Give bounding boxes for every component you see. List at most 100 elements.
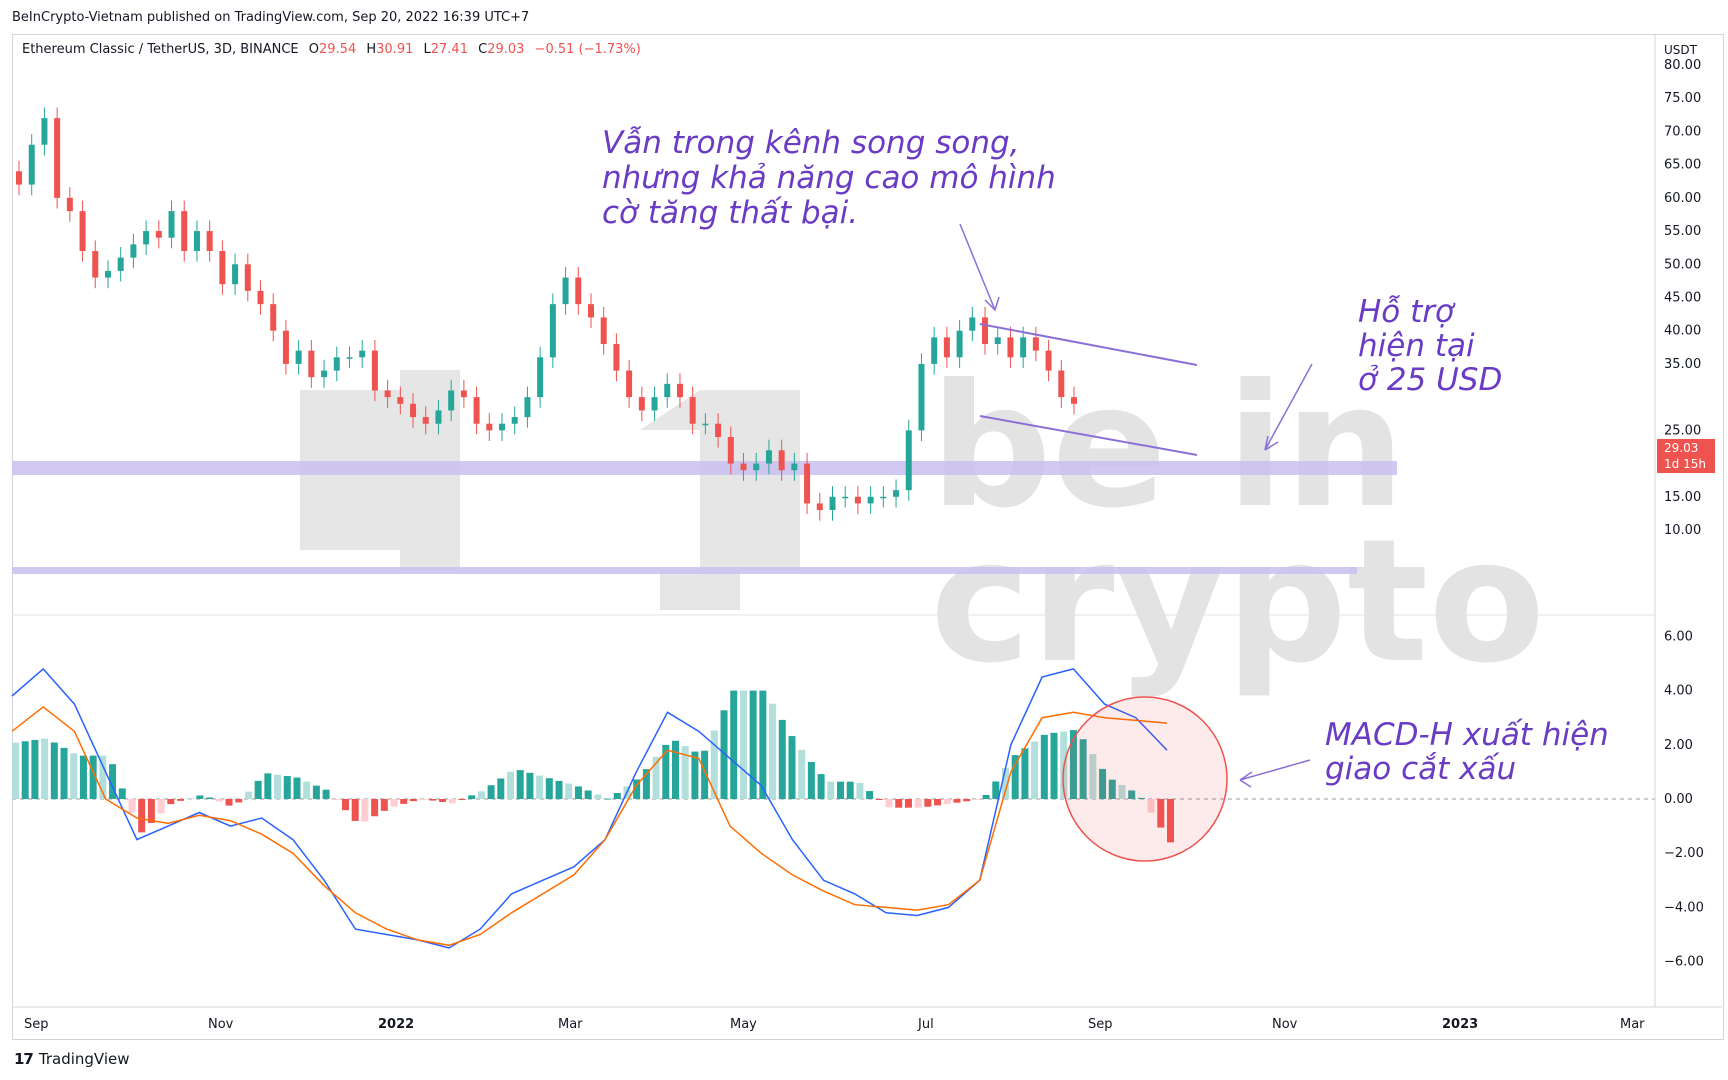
candle-body [702, 423, 709, 426]
histogram-bar [468, 795, 476, 799]
histogram-bar [448, 799, 456, 804]
candle-body [1045, 350, 1052, 371]
histogram-bar [128, 799, 136, 813]
macd-tick: −2.00 [1664, 846, 1704, 861]
candle-body [600, 317, 607, 344]
histogram-bar [943, 799, 951, 804]
histogram-bar [739, 690, 747, 799]
high-value: 30.91 [376, 42, 414, 57]
chart-frame [12, 34, 1724, 1040]
histogram-bar [555, 780, 563, 799]
candle-body [54, 118, 61, 198]
candle-body [816, 503, 823, 511]
histogram-bar [41, 738, 49, 799]
price-tick: 55.00 [1664, 224, 1701, 239]
histogram-bar [60, 747, 68, 799]
candle-body [16, 171, 22, 185]
histogram-bar [147, 799, 155, 823]
annotation-macd: MACD-H xuất hiện giao cắt xấu [1325, 717, 1609, 787]
histogram-bar [254, 780, 262, 799]
histogram-bar [516, 770, 524, 799]
histogram-bar [875, 799, 883, 800]
histogram-bar [235, 799, 243, 803]
candle-body [969, 317, 976, 331]
candle-body [371, 350, 378, 391]
candle-body [448, 390, 455, 411]
histogram-bar [118, 788, 126, 799]
histogram-bar [70, 753, 78, 799]
histogram-bar [1118, 785, 1126, 799]
annotation-macd-line2: giao cắt xấu [1325, 751, 1516, 787]
candle-body [994, 337, 1001, 344]
histogram-bar [487, 785, 495, 799]
annotation-arrows [959, 223, 1313, 788]
low-value: 27.41 [430, 42, 468, 57]
histogram-bar [633, 779, 641, 799]
candle-body [676, 383, 683, 398]
histogram-bar [1040, 734, 1048, 799]
histogram-bar [710, 730, 718, 799]
time-label: Jul [917, 1017, 934, 1032]
time-label: 2023 [1442, 1017, 1478, 1032]
candle-body [1020, 337, 1027, 358]
price-axis-unit: USDT [1664, 43, 1698, 57]
histogram-bar [691, 751, 699, 799]
histogram-bar [701, 750, 709, 799]
candle-body [346, 357, 353, 359]
open-value: 29.54 [319, 42, 357, 57]
histogram-bar [846, 781, 854, 799]
watermark-line2: crypto [930, 503, 1545, 701]
histogram-bar [177, 799, 184, 801]
histogram-bar [934, 799, 942, 806]
histogram-bar [963, 799, 971, 802]
tradingview-brand[interactable]: 17 TradingView [14, 1050, 130, 1068]
candle-body [765, 450, 772, 464]
candle-body [1071, 397, 1077, 404]
annotation-support: Hỗ trợ hiện tại ở 25 USD [1358, 294, 1502, 398]
candle-body [791, 463, 798, 471]
candle-body [486, 423, 493, 431]
time-axis-labels: Sep Nov 2022 Mar May Jul Sep Nov 2023 Mar [24, 1017, 1645, 1032]
candle-body [562, 277, 569, 305]
candle-body [956, 330, 963, 358]
candle-body [282, 330, 289, 364]
histogram-bar [361, 799, 369, 822]
candle-body [575, 277, 582, 305]
histogram-bar [924, 799, 932, 807]
price-tick: 80.00 [1664, 58, 1701, 73]
candle-body [626, 370, 633, 398]
histogram-bar [604, 798, 612, 800]
histogram-bar [303, 781, 311, 799]
macd-crossover-circle [1062, 696, 1228, 862]
price-tick: 65.00 [1664, 158, 1701, 173]
histogram-bar [866, 791, 874, 799]
histogram-bar [186, 798, 194, 800]
candle-body [244, 264, 251, 291]
candle-body [28, 144, 35, 185]
candle-body [321, 370, 328, 378]
histogram-bar [681, 746, 689, 799]
candle-body [460, 390, 467, 398]
candle-body [638, 397, 645, 411]
candle-body [397, 397, 404, 404]
candle-body [511, 417, 518, 424]
time-label: Mar [558, 1017, 583, 1032]
symbol-title: Ethereum Classic / TetherUS, 3D, BINANCE [22, 42, 299, 57]
histogram-bar [788, 736, 796, 799]
histogram-bar [672, 740, 679, 799]
histogram-bar [264, 773, 272, 799]
histogram-bar [652, 756, 660, 799]
candle-body [92, 251, 99, 278]
tradingview-logo-icon: 17 [14, 1050, 34, 1068]
candle-body [613, 344, 620, 371]
histogram-bar [837, 781, 844, 799]
candle-body [117, 257, 124, 271]
histogram-bar [429, 799, 437, 801]
histogram-bar [953, 799, 961, 803]
candle-body [715, 423, 722, 437]
histogram-bar [477, 791, 485, 799]
histogram-bar [827, 781, 835, 799]
histogram-bar [720, 710, 728, 799]
price-tick: 45.00 [1664, 291, 1701, 306]
